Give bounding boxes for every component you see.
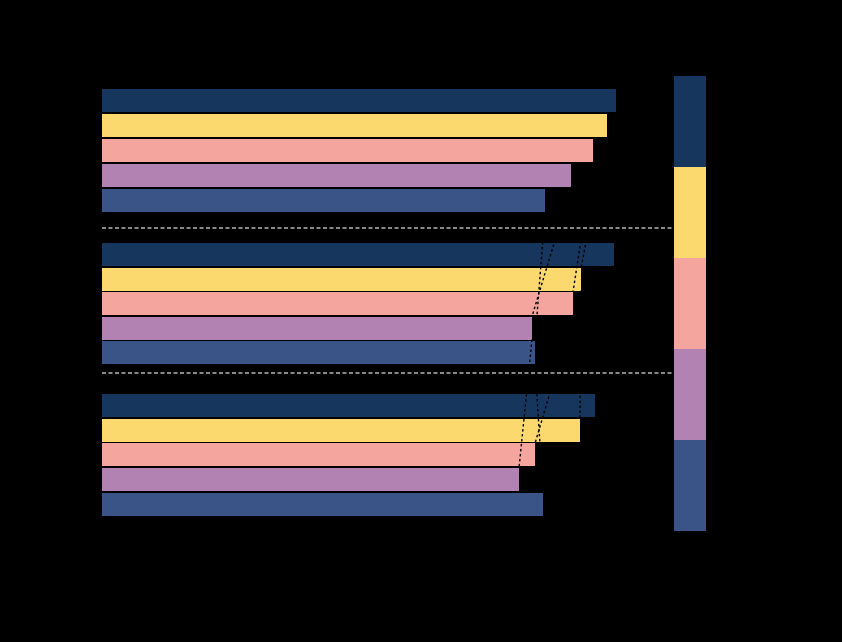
- bar-group3-navy: [102, 394, 595, 417]
- bar-group1-salmon: [102, 139, 593, 162]
- legend-swatch-navy: [674, 76, 706, 167]
- bar-group2-purple: [102, 316, 532, 340]
- legend-swatch-purple: [674, 349, 706, 440]
- legend-swatch-salmon: [674, 258, 706, 349]
- bar-group1-steel-blue: [102, 189, 545, 212]
- bar-group3-purple: [102, 468, 519, 492]
- bar-group3-steel-blue: [102, 492, 543, 516]
- bar-group2-yellow: [102, 267, 581, 291]
- bar-group1-yellow: [102, 114, 607, 137]
- bar-group2-navy: [102, 243, 614, 266]
- bar-group2-steel-blue: [102, 341, 535, 364]
- bar-group3-salmon: [102, 443, 535, 467]
- bar-group2-salmon: [102, 292, 573, 315]
- legend-swatch-yellow: [674, 167, 706, 258]
- bar-group3-yellow: [102, 418, 580, 442]
- legend-swatch-steel-blue: [674, 440, 706, 531]
- bar-group1-navy: [102, 89, 616, 112]
- bar-group1-purple: [102, 164, 571, 187]
